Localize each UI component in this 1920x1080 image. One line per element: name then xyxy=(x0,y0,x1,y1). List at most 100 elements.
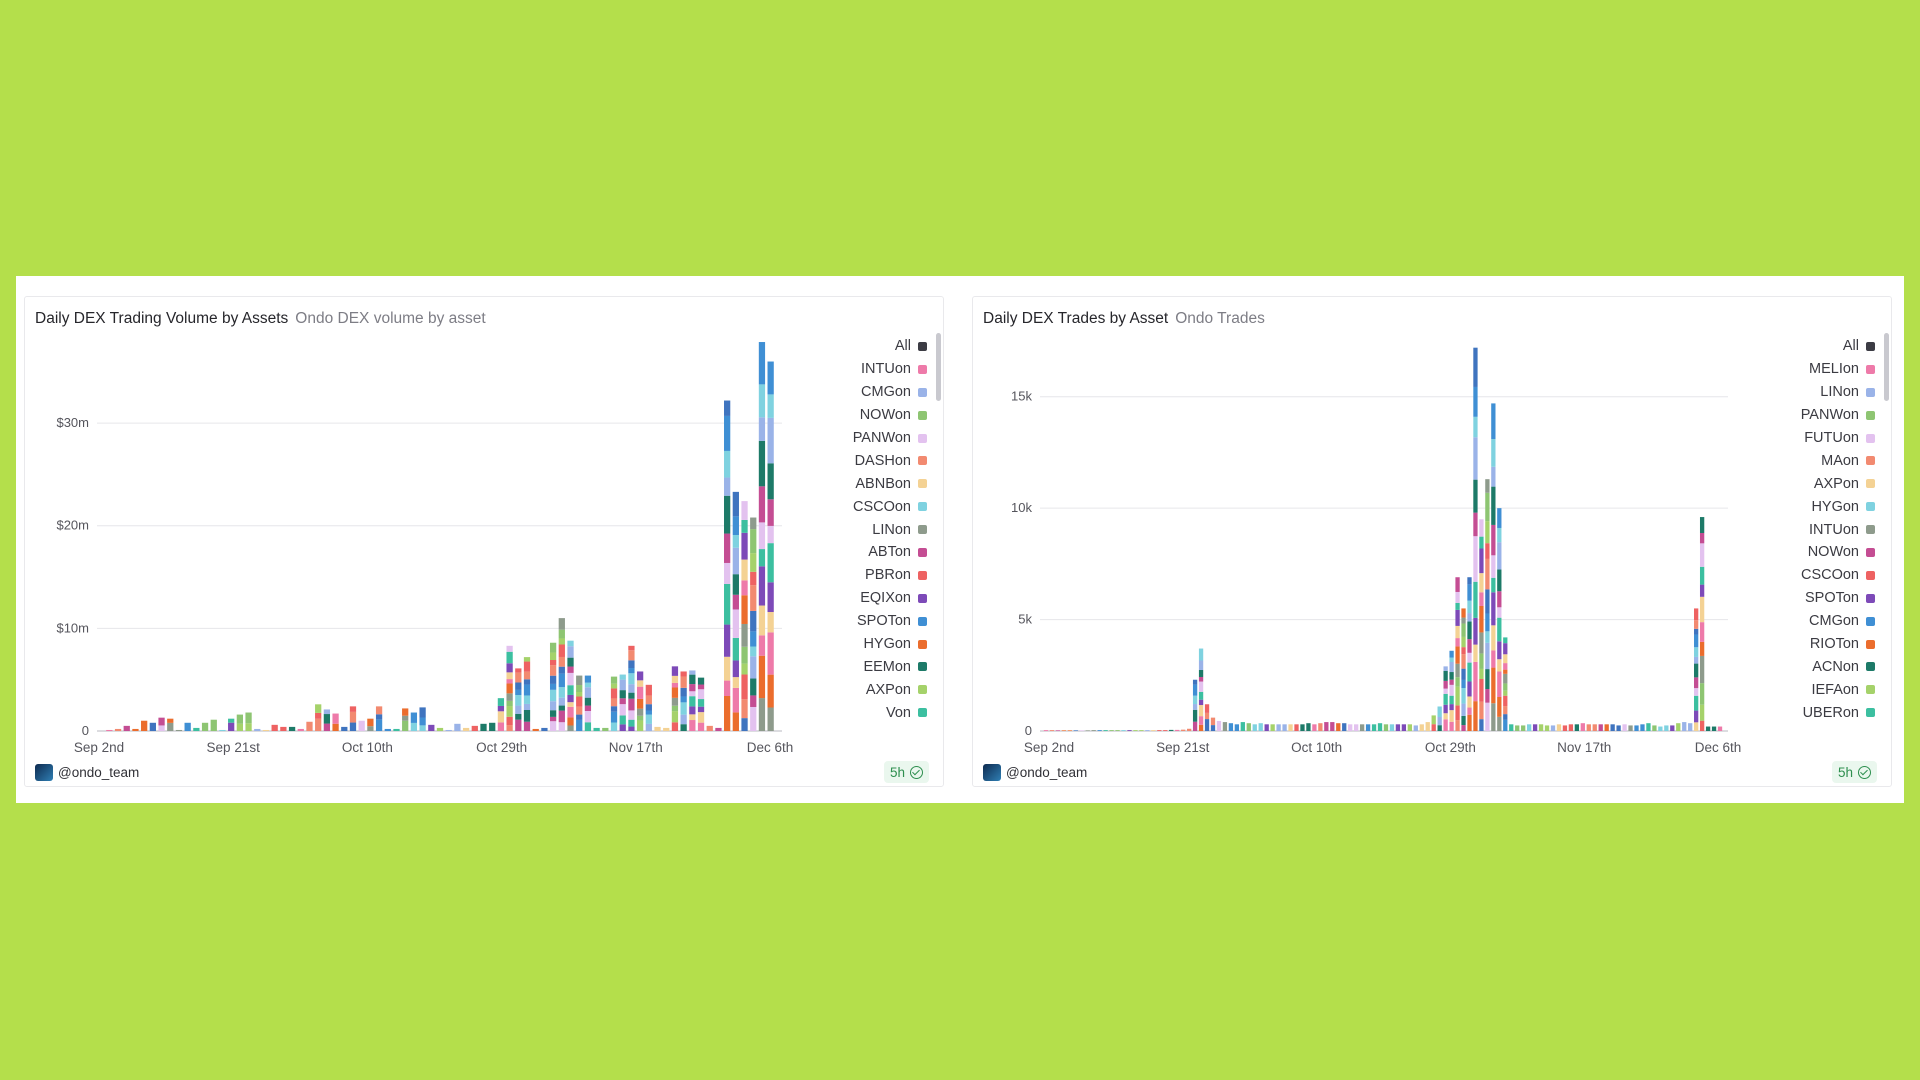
bar[interactable] xyxy=(1288,724,1293,731)
bar[interactable] xyxy=(1324,722,1329,731)
bar[interactable] xyxy=(706,725,713,731)
legend-item[interactable]: Von xyxy=(807,701,927,724)
bar[interactable] xyxy=(1085,730,1090,731)
bar[interactable] xyxy=(1521,725,1526,731)
bar[interactable] xyxy=(158,717,165,731)
bar[interactable] xyxy=(732,491,739,731)
bar[interactable] xyxy=(193,727,200,731)
bar[interactable] xyxy=(1467,577,1472,731)
bar[interactable] xyxy=(1401,724,1407,731)
bar[interactable] xyxy=(1646,723,1651,731)
legend-item[interactable]: INTUon xyxy=(1755,518,1875,541)
bar[interactable] xyxy=(628,645,635,731)
bar[interactable] xyxy=(280,726,287,731)
bar[interactable] xyxy=(1240,722,1245,731)
trades-chart-refresh-badge[interactable]: 5h xyxy=(1831,761,1877,783)
legend-item[interactable]: CSCOon xyxy=(807,495,927,518)
bar[interactable] xyxy=(1127,730,1132,731)
legend-item[interactable]: MELIon xyxy=(1755,358,1875,381)
bar[interactable] xyxy=(1526,724,1532,731)
bar[interactable] xyxy=(1395,724,1401,731)
bar[interactable] xyxy=(445,729,452,731)
bar[interactable] xyxy=(1359,724,1365,731)
legend-item[interactable]: FUTUon xyxy=(1755,427,1875,450)
bar[interactable] xyxy=(1246,723,1251,731)
bar[interactable] xyxy=(1568,724,1574,731)
bar[interactable] xyxy=(1622,724,1627,731)
legend-item[interactable]: APOon xyxy=(807,724,927,727)
bar[interactable] xyxy=(1073,730,1078,731)
bar[interactable] xyxy=(1270,724,1275,731)
bar[interactable] xyxy=(680,671,687,731)
bar[interactable] xyxy=(228,718,235,731)
legend-item[interactable]: RIOTon xyxy=(1755,633,1875,656)
bar[interactable] xyxy=(1705,726,1711,731)
bar[interactable] xyxy=(1717,726,1723,731)
bar[interactable] xyxy=(1121,730,1126,731)
bar[interactable] xyxy=(271,724,278,731)
legend-item[interactable]: EEMon xyxy=(807,655,927,678)
bar[interactable] xyxy=(1598,724,1603,731)
bar[interactable] xyxy=(1580,723,1585,731)
bar[interactable] xyxy=(1437,706,1442,731)
bar[interactable] xyxy=(1628,725,1633,731)
bar[interactable] xyxy=(697,677,705,731)
legend-item[interactable]: INTUon xyxy=(807,358,927,381)
bar[interactable] xyxy=(1610,724,1615,731)
legend-item[interactable]: ABNBon xyxy=(807,472,927,495)
bar[interactable] xyxy=(1264,724,1269,731)
bar[interactable] xyxy=(1186,728,1192,731)
bar[interactable] xyxy=(288,726,296,731)
bar[interactable] xyxy=(1175,729,1180,731)
legend-item[interactable]: IEFAon xyxy=(1755,678,1875,701)
bar[interactable] xyxy=(167,718,174,731)
bar[interactable] xyxy=(1336,723,1341,731)
bar[interactable] xyxy=(245,712,252,731)
bar[interactable] xyxy=(593,727,600,731)
legend-item[interactable]: UBERon xyxy=(1755,701,1875,724)
bar[interactable] xyxy=(323,709,331,731)
bar[interactable] xyxy=(1151,730,1156,731)
bar[interactable] xyxy=(1497,508,1502,731)
bar[interactable] xyxy=(1544,725,1550,731)
bar[interactable] xyxy=(1228,723,1234,731)
bar[interactable] xyxy=(1473,347,1478,731)
bar[interactable] xyxy=(750,517,757,731)
bar[interactable] xyxy=(1216,720,1222,731)
legend-item[interactable]: NOWon xyxy=(807,404,927,427)
bar[interactable] xyxy=(480,723,487,731)
bar[interactable] xyxy=(1413,725,1418,731)
bar[interactable] xyxy=(454,723,461,731)
bar[interactable] xyxy=(1604,724,1609,731)
bar[interactable] xyxy=(306,721,313,731)
bar[interactable] xyxy=(1109,730,1114,731)
bar[interactable] xyxy=(1103,730,1108,731)
bar[interactable] xyxy=(497,698,505,731)
bar[interactable] xyxy=(1711,726,1717,731)
bar[interactable] xyxy=(541,727,548,731)
bar[interactable] xyxy=(1276,724,1281,731)
bar[interactable] xyxy=(1371,724,1377,731)
bar[interactable] xyxy=(367,718,374,731)
bar[interactable] xyxy=(1312,724,1317,731)
bar[interactable] xyxy=(1658,726,1663,731)
bar[interactable] xyxy=(1234,724,1240,731)
bar[interactable] xyxy=(767,361,774,731)
bar[interactable] xyxy=(758,342,766,731)
bar[interactable] xyxy=(1181,729,1186,731)
bar[interactable] xyxy=(1664,725,1669,731)
legend-item[interactable]: SPFTon xyxy=(1755,724,1875,727)
legend-item[interactable]: CSCOon xyxy=(1755,564,1875,587)
bar[interactable] xyxy=(671,666,679,731)
volume-legend-scrollbar[interactable] xyxy=(936,333,941,401)
trades-chart-author[interactable]: @ondo_team xyxy=(983,764,1087,781)
bar[interactable] xyxy=(114,728,122,731)
bar[interactable] xyxy=(1043,730,1049,731)
legend-item[interactable]: LINon xyxy=(807,518,927,541)
bar[interactable] xyxy=(149,722,156,731)
legend-item[interactable]: EQIXon xyxy=(807,587,927,610)
bar[interactable] xyxy=(515,668,522,731)
bar[interactable] xyxy=(236,714,244,731)
bar[interactable] xyxy=(262,729,270,731)
bar[interactable] xyxy=(1485,479,1490,731)
